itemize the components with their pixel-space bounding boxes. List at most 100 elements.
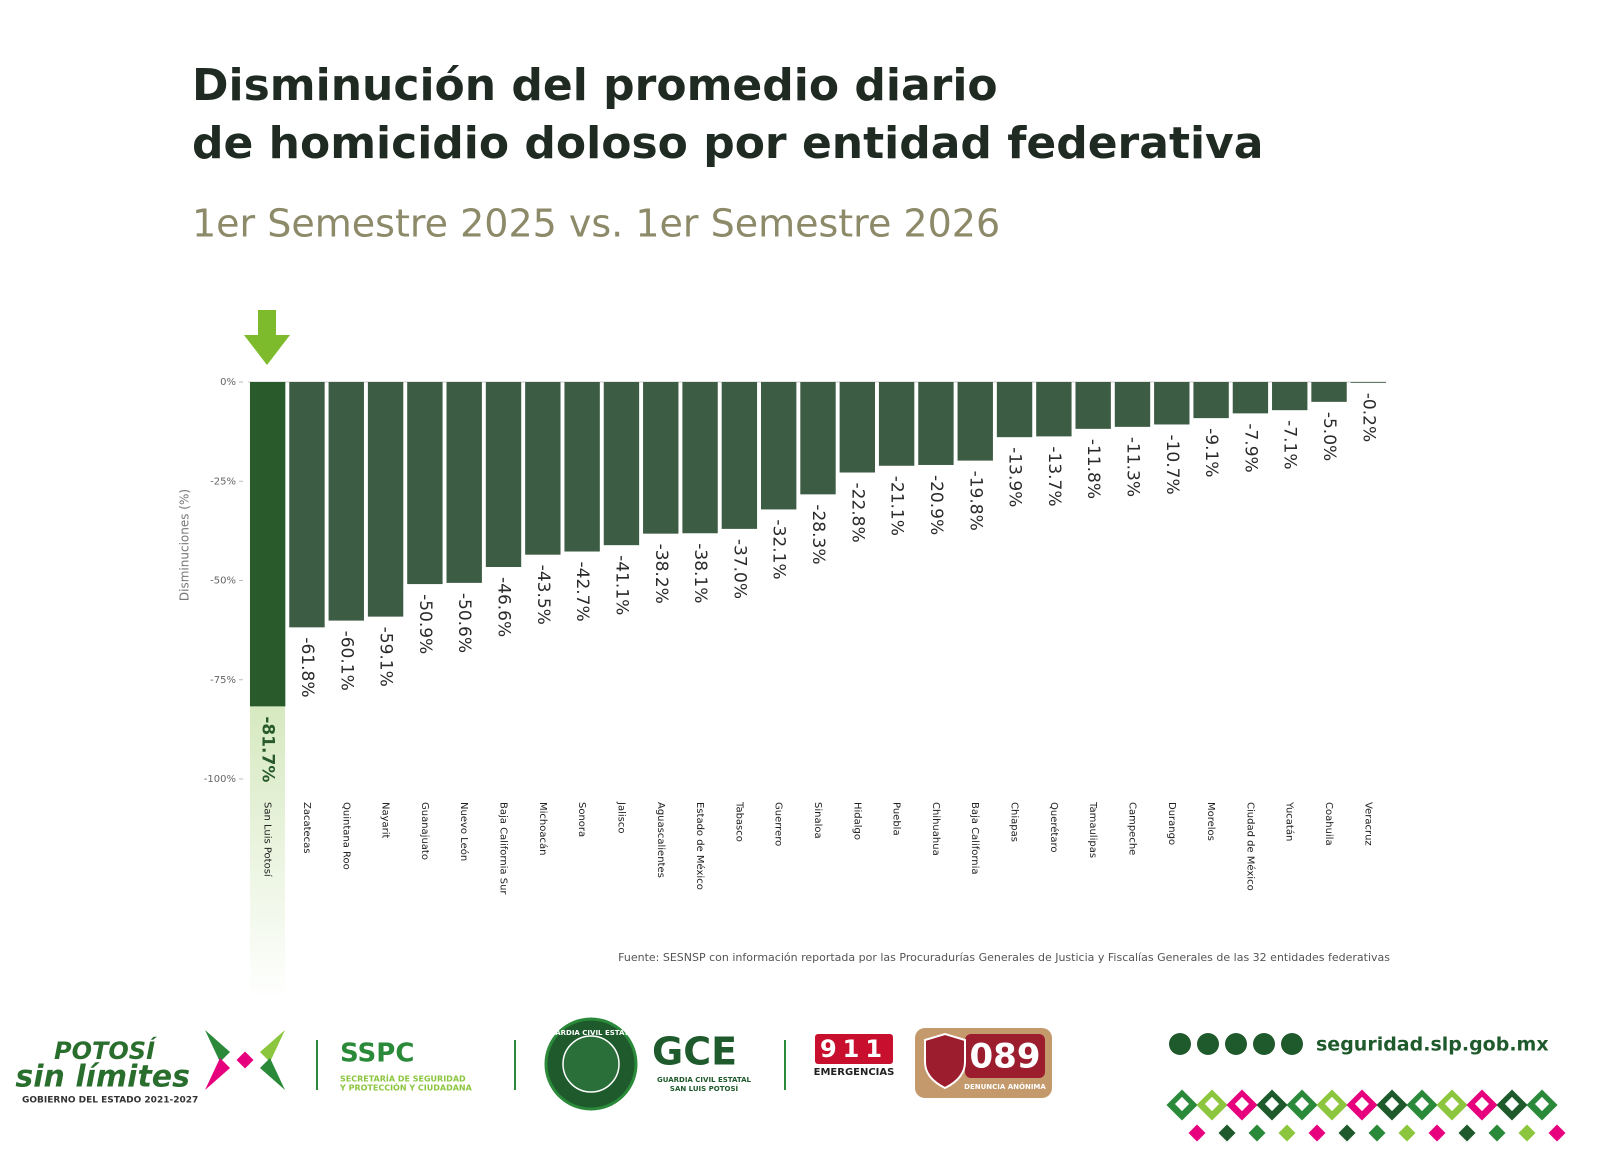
- y-tick-label: -100%: [204, 774, 236, 785]
- bar: [957, 382, 993, 461]
- decor-shape: [1278, 1124, 1296, 1142]
- y-axis-label: Disminuciones (%): [178, 489, 192, 601]
- decor-shape: [1234, 1096, 1250, 1112]
- decor-shape: [1174, 1096, 1190, 1112]
- x-tick-label: Michoacán: [537, 802, 549, 855]
- subtitle: 1er Semestre 2025 vs. 1er Semestre 2026: [192, 202, 1000, 246]
- value-label: -60.1%: [336, 631, 356, 691]
- value-label: -59.1%: [376, 627, 396, 687]
- x-tick-label: Chihuahua: [930, 802, 941, 856]
- x-tick-label: Nuevo León: [458, 802, 470, 861]
- x-tick-label: Ciudad de México: [1244, 802, 1256, 891]
- bar: [367, 382, 404, 617]
- logo-text: POTOSÍ: [54, 1036, 157, 1065]
- x-tick-label: Coahuila: [1323, 802, 1334, 846]
- title-line: de homicidio doloso por entidad federati…: [192, 118, 1263, 169]
- x-tick-label: Puebla: [891, 802, 902, 836]
- bar: [564, 382, 600, 552]
- value-label: -11.3%: [1122, 437, 1142, 497]
- footer: POTOSÍ sin límites GOBIERNO DEL ESTADO 2…: [15, 1017, 1566, 1142]
- x-tick-label: Querétaro: [1048, 802, 1060, 852]
- decor-shape: [1204, 1096, 1220, 1112]
- x-tick-label: Baja California Sur: [498, 802, 509, 895]
- bar: [1193, 382, 1229, 419]
- logo-text: GOBIERNO DEL ESTADO 2021-2027: [22, 1096, 198, 1106]
- bar: [249, 382, 286, 707]
- bar: [603, 382, 640, 546]
- x-tick-label: Zacatecas: [301, 802, 312, 854]
- logo-text: 911: [820, 1035, 888, 1063]
- bar: [1311, 382, 1347, 402]
- value-label: -43.5%: [533, 565, 553, 625]
- source-note: Fuente: SESNSP con información reportada…: [618, 951, 1390, 964]
- bar: [918, 382, 954, 465]
- logo-mark: [205, 1030, 285, 1090]
- value-label: -22.8%: [847, 483, 867, 543]
- bar: [1232, 382, 1269, 414]
- logo-text: 089: [970, 1037, 1041, 1077]
- logo-text: GCE: [652, 1030, 737, 1074]
- value-label: -13.9%: [1005, 447, 1025, 507]
- x-tick-label: Aguascalientes: [655, 802, 666, 878]
- value-label: -5.0%: [1319, 412, 1339, 461]
- bar: [800, 382, 836, 495]
- decor-shape: [1264, 1096, 1280, 1112]
- bar: [682, 382, 718, 534]
- value-label: -50.9%: [415, 594, 435, 654]
- decor-shape: [1324, 1096, 1340, 1112]
- y-tick-label: -50%: [210, 576, 236, 587]
- decor-shape: [1248, 1124, 1266, 1142]
- value-label: -38.1%: [690, 543, 710, 603]
- value-label: -7.1%: [1280, 420, 1300, 469]
- value-label: -7.9%: [1240, 423, 1260, 472]
- x-tick-label: Hidalgo: [851, 802, 862, 840]
- value-label: -21.1%: [887, 476, 907, 536]
- decor-shape: [1534, 1096, 1550, 1112]
- website: seguridad.slp.gob.mx: [1316, 1034, 1549, 1056]
- logo-text: DENUNCIA ANÓNIMA: [964, 1082, 1046, 1091]
- x-tick-label: San Luis Potosí: [262, 802, 274, 878]
- logo-text: sin límites: [15, 1060, 190, 1095]
- value-label: -28.3%: [808, 504, 828, 564]
- x-tick-label: Campeche: [1126, 802, 1137, 855]
- value-label: -41.1%: [611, 555, 631, 615]
- bar: [1036, 382, 1072, 437]
- highlight-band: [250, 706, 285, 1000]
- value-label: -13.7%: [1044, 446, 1064, 506]
- decor-shape: [1488, 1124, 1506, 1142]
- decor-shape: [1428, 1124, 1446, 1142]
- decor-shape: [1308, 1124, 1326, 1142]
- bar: [525, 382, 561, 555]
- decor-shape: [1338, 1124, 1356, 1142]
- value-label: -38.2%: [651, 544, 671, 604]
- bar: [1114, 382, 1151, 427]
- logo-text: SECRETARÍA DE SEGURIDAD: [340, 1073, 466, 1084]
- decor-shape: [1444, 1096, 1460, 1112]
- value-label: -32.1%: [769, 519, 789, 579]
- decor-shape: [1384, 1096, 1400, 1112]
- decor-shape: [1398, 1124, 1416, 1142]
- logo-text: SAN LUIS POTOSÍ: [670, 1084, 739, 1093]
- bar: [721, 382, 758, 529]
- x-tick-label: Chiapas: [1009, 802, 1020, 842]
- logo-text: GUARDIA CIVIL ESTATAL: [657, 1076, 752, 1084]
- decor-shape: [1368, 1124, 1386, 1142]
- x-tick-label: Durango: [1166, 802, 1177, 845]
- y-tick-label: 0%: [220, 377, 236, 388]
- x-tick-label: Sinaloa: [812, 802, 823, 839]
- value-label: -10.7%: [1162, 434, 1182, 494]
- x-tick-label: Morelos: [1205, 802, 1216, 841]
- bar: [1350, 382, 1387, 383]
- bar: [761, 382, 797, 510]
- value-label: -20.9%: [926, 475, 946, 535]
- value-label: -9.1%: [1201, 428, 1221, 477]
- decor-shape: [1414, 1096, 1430, 1112]
- decor-shape: [1474, 1096, 1490, 1112]
- x-tick-label: Guanajuato: [419, 802, 430, 860]
- decor-shape: [1504, 1096, 1520, 1112]
- logo-text: EMERGENCIAS: [814, 1067, 895, 1078]
- value-label: -46.6%: [494, 577, 514, 637]
- decor-shape: [1354, 1096, 1370, 1112]
- value-label: -19.8%: [965, 471, 985, 531]
